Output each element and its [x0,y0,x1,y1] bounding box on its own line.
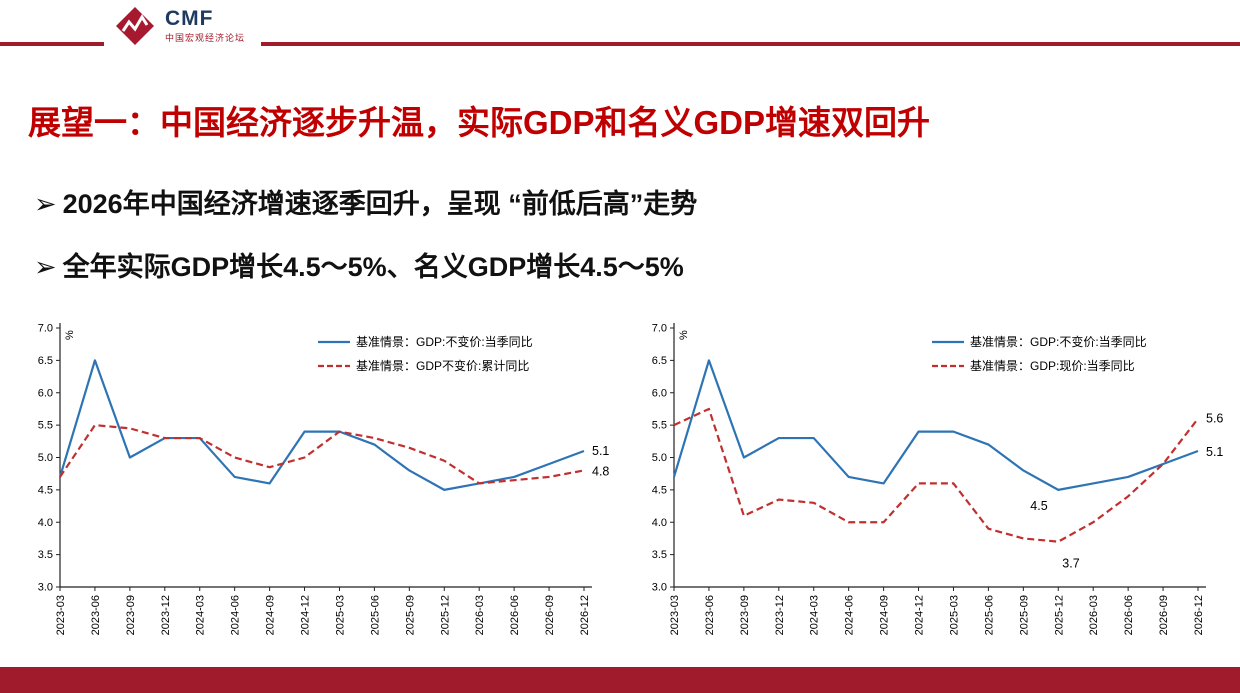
x-tick-label: 2023-03 [55,595,67,635]
legend-label-0: 基准情景：GDP:不变价:当季同比 [970,334,1147,349]
x-tick-label: 2023-03 [669,595,681,635]
cmf-logo: CMF 中国宏观经济论坛 [104,3,262,53]
cmf-logo-icon [116,7,154,45]
x-tick-label: 2024-06 [230,595,242,635]
x-tick-label: 2023-06 [90,595,102,635]
x-tick-label: 2024-12 [300,595,312,635]
header-rule [0,42,1240,46]
y-tick-label: 6.0 [652,387,667,399]
annotation-5.6: 5.6 [1206,412,1223,426]
x-tick-label: 2025-06 [369,595,381,635]
y-tick-label: 5.5 [652,420,667,432]
left-gdp-chart: 3.0 3.5 4.0 4.5 5.0 5.5 6.0 6.5 7.0% 2023-03 2023-… [18,312,618,657]
bullet-arrow-icon: ➢ [34,189,57,219]
page-title: 展望一：中国经济逐步升温，实际GDP和名义GDP增速双回升 [28,104,931,141]
legend-label-1: 基准情景：GDP:现价:当季同比 [970,359,1135,373]
charts-row: 3.0 3.5 4.0 4.5 5.0 5.5 6.0 6.5 7.0% 2023-03 2023-… [18,312,1232,657]
y-tick-label: 4.0 [38,517,53,529]
x-tick-label: 2026-09 [544,595,556,635]
y-tick-label: 7.0 [38,323,53,335]
legend-label-0: 基准情景：GDP:不变价:当季同比 [356,334,533,349]
x-tick-label: 2023-09 [125,595,137,635]
right-chart-svg: 3.0 3.5 4.0 4.5 5.0 5.5 6.0 6.5 7.0% 2023-03 2023-… [652,323,1224,636]
left-chart-svg: 3.0 3.5 4.0 4.5 5.0 5.5 6.0 6.5 7.0% 2023-03 2023-… [38,323,610,636]
x-tick-label: 2024-03 [809,595,821,635]
y-tick-label: 3.0 [652,582,667,594]
series-line-1 [59,424,585,485]
x-tick-label: 2025-03 [334,595,346,635]
annotation-5.1: 5.1 [1206,445,1223,459]
x-tick-label: 2025-06 [983,595,995,635]
x-tick-label: 2023-09 [739,595,751,635]
y-tick-label: 5.0 [38,452,53,464]
annotation-3.7: 3.7 [1062,557,1079,571]
y-tick-label: 3.0 [38,582,53,594]
x-tick-label: 2024-06 [844,595,856,635]
x-tick-label: 2024-03 [195,595,207,635]
y-tick-label: 6.5 [652,355,667,367]
y-tick-label: 3.5 [652,549,667,561]
x-tick-label: 2025-12 [439,595,451,635]
logo-text: CMF 中国宏观经济论坛 [165,8,245,43]
series-line-1 [673,407,1199,543]
y-tick-label: 7.0 [652,323,667,335]
y-tick-label: 3.5 [38,549,53,561]
x-tick-label: 2026-03 [474,595,486,635]
x-tick-label: 2023-06 [704,595,716,635]
x-tick-label: 2025-03 [948,595,960,635]
y-tick-label: 5.5 [38,420,53,432]
x-tick-label: 2024-09 [265,595,277,635]
x-tick-label: 2023-12 [160,595,172,635]
x-tick-label: 2024-12 [914,595,926,635]
x-tick-label: 2023-12 [774,595,786,635]
y-tick-label: 6.0 [38,387,53,399]
x-tick-label: 2026-06 [1123,595,1135,635]
annotation-4.5: 4.5 [1030,499,1047,513]
x-tick-label: 2025-09 [1018,595,1030,635]
logo-subtitle: 中国宏观经济论坛 [165,32,246,43]
y-tick-label: 5.0 [652,452,667,464]
footer-bar [0,667,1240,693]
x-tick-label: 2026-03 [1088,595,1100,635]
bullet-arrow-icon: ➢ [34,252,57,282]
x-tick-label: 2026-12 [579,595,591,635]
y-axis-title: % [64,330,76,340]
y-tick-label: 6.5 [38,355,53,367]
bullet-list: ➢ 2026年中国经济增速逐季回升，呈现 “前低后高”走势 ➢ 全年实际GDP增长4… [34,182,697,308]
bullet-1-text: 2026年中国经济增速逐季回升，呈现 “前低后高”走势 [62,189,698,219]
x-tick-label: 2025-12 [1053,595,1065,635]
x-tick-label: 2026-09 [1158,595,1170,635]
x-tick-label: 2024-09 [879,595,891,635]
bullet-2: ➢ 全年实际GDP增长4.5～5%、名义GDP增长4.5～5% [34,245,697,284]
bullet-2-text: 全年实际GDP增长4.5～5%、名义GDP增长4.5～5% [62,252,684,282]
y-axis-title: % [678,330,690,340]
series-line-0 [58,359,585,491]
bullet-1: ➢ 2026年中国经济增速逐季回升，呈现 “前低后高”走势 [34,182,697,221]
annotation-5.1: 5.1 [592,444,609,458]
annotation-4.8: 4.8 [592,464,609,478]
y-tick-label: 4.5 [38,484,53,496]
legend-label-1: 基准情景：GDP不变价:累计同比 [356,358,529,373]
x-tick-label: 2026-06 [509,595,521,635]
x-tick-label: 2026-12 [1193,595,1205,635]
x-tick-label: 2025-09 [404,595,416,635]
series-line-0 [672,359,1199,491]
y-tick-label: 4.5 [652,484,667,496]
logo-brand: CMF [165,7,214,31]
right-gdp-chart: 3.0 3.5 4.0 4.5 5.0 5.5 6.0 6.5 7.0% 2023-03 2023-… [632,312,1232,657]
y-tick-label: 4.0 [652,517,667,529]
